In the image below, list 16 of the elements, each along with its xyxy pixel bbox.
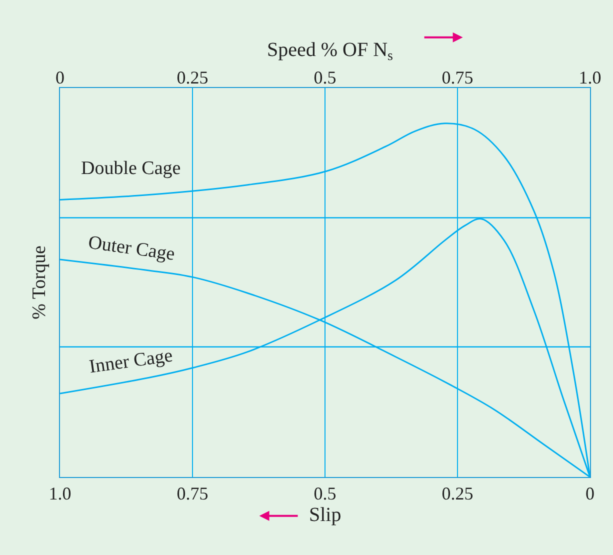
x-tick-label: 0.25: [442, 484, 474, 504]
x2-tick-label: 0.75: [442, 67, 474, 88]
x-tick-label: 0: [586, 484, 594, 504]
x-axis-title: Slip: [309, 504, 342, 526]
x2-tick-label: 1.0: [578, 67, 602, 88]
x2-tick-label: 0.25: [176, 67, 208, 88]
text: Inner Cage: [88, 345, 174, 378]
series-label: Double Cage: [81, 158, 181, 179]
y-axis-title: % Torque: [28, 246, 50, 320]
x2-tick-label: 0: [56, 67, 64, 88]
x2-axis-title: Speed % OF N$_{s}$: [267, 39, 393, 64]
x-tick-label: 0.75: [176, 484, 208, 504]
x-tick-label: 0.5: [314, 484, 336, 504]
text: Outer Cage: [86, 232, 176, 266]
x-tick-label: 1.0: [48, 484, 72, 504]
x2-tick-label: 0.5: [314, 67, 336, 88]
